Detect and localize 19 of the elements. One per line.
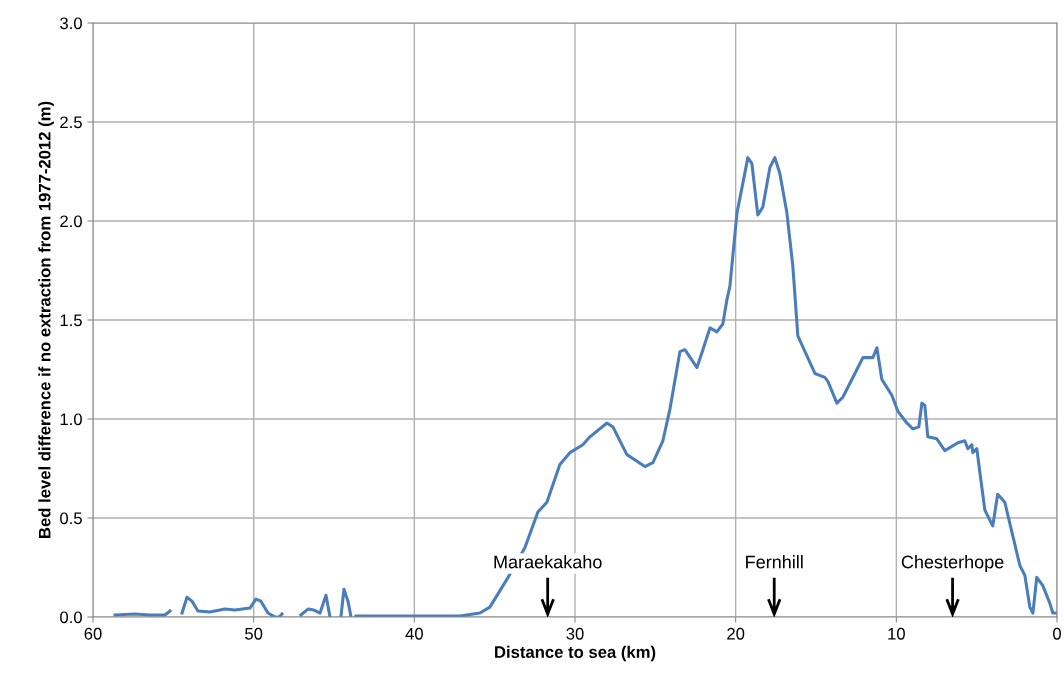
x-tick-label: 0 [1053,627,1061,640]
y-tick-label: 0.5 [60,512,82,525]
y-axis-title: Bed level difference if no extraction from 1977-2012 (m) [38,101,54,538]
x-tick-label: 60 [84,627,102,640]
x-tick-label: 40 [405,627,423,640]
x-tick-label: 50 [245,627,263,640]
ref-line-label: Chesterhope [901,555,1004,572]
x-tick-label: 10 [888,627,905,640]
y-tick-label: 2.0 [60,215,82,228]
y-tick-label: 1.0 [60,413,82,426]
ref-line-label: Maraekakaho [494,555,602,569]
y-tick-label: 1.5 [60,314,82,327]
y-tick-label: 3.0 [60,17,82,30]
x-tick-label: 20 [727,627,745,640]
x-axis-title: Distance to sea (km) [495,645,656,662]
x-tick-label: 30 [566,627,584,640]
y-tick-label: 0.0 [60,611,82,624]
y-tick-label: 2.5 [60,116,82,129]
ref-line-label: Fernhill [746,555,803,569]
